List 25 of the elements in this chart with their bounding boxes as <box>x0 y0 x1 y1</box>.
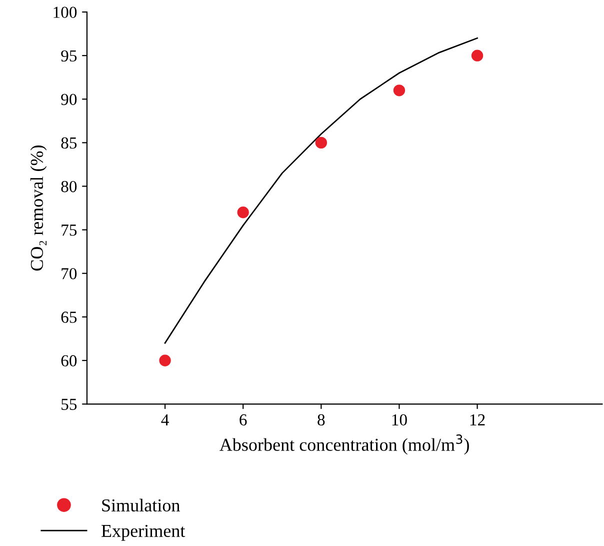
y-axis-title: CO₂ removal (%) <box>30 146 47 271</box>
y-tick-label: 95 <box>61 50 77 62</box>
x-tick-label: 12 <box>470 414 485 426</box>
y-tick-label: 80 <box>61 180 77 192</box>
point <box>471 50 484 62</box>
x-tick-label: 8 <box>318 414 325 426</box>
x-tick-label: 6 <box>240 414 247 426</box>
point <box>393 84 406 96</box>
legend-label: Experiment <box>102 524 186 541</box>
point <box>237 206 249 218</box>
point <box>315 136 328 149</box>
y-tick-label: 90 <box>61 94 77 106</box>
x-tick-label: 4 <box>161 414 169 426</box>
legend-label: Simulation <box>102 498 180 512</box>
x-axis-title: Absorbent concentration (mol/m$^{3}$) <box>220 434 469 455</box>
y-tick-label: 75 <box>62 224 77 236</box>
y-tick-label: 85 <box>61 137 77 149</box>
y-tick-label: 100 <box>54 6 77 18</box>
x-tick-label: 10 <box>392 414 407 426</box>
y-tick-label: 60 <box>61 355 77 366</box>
y-tick-label: 65 <box>61 312 77 323</box>
line-series <box>164 37 478 344</box>
y-tick-label: 55 <box>62 398 77 410</box>
y-tick-label: 70 <box>62 268 77 280</box>
point <box>159 354 171 366</box>
